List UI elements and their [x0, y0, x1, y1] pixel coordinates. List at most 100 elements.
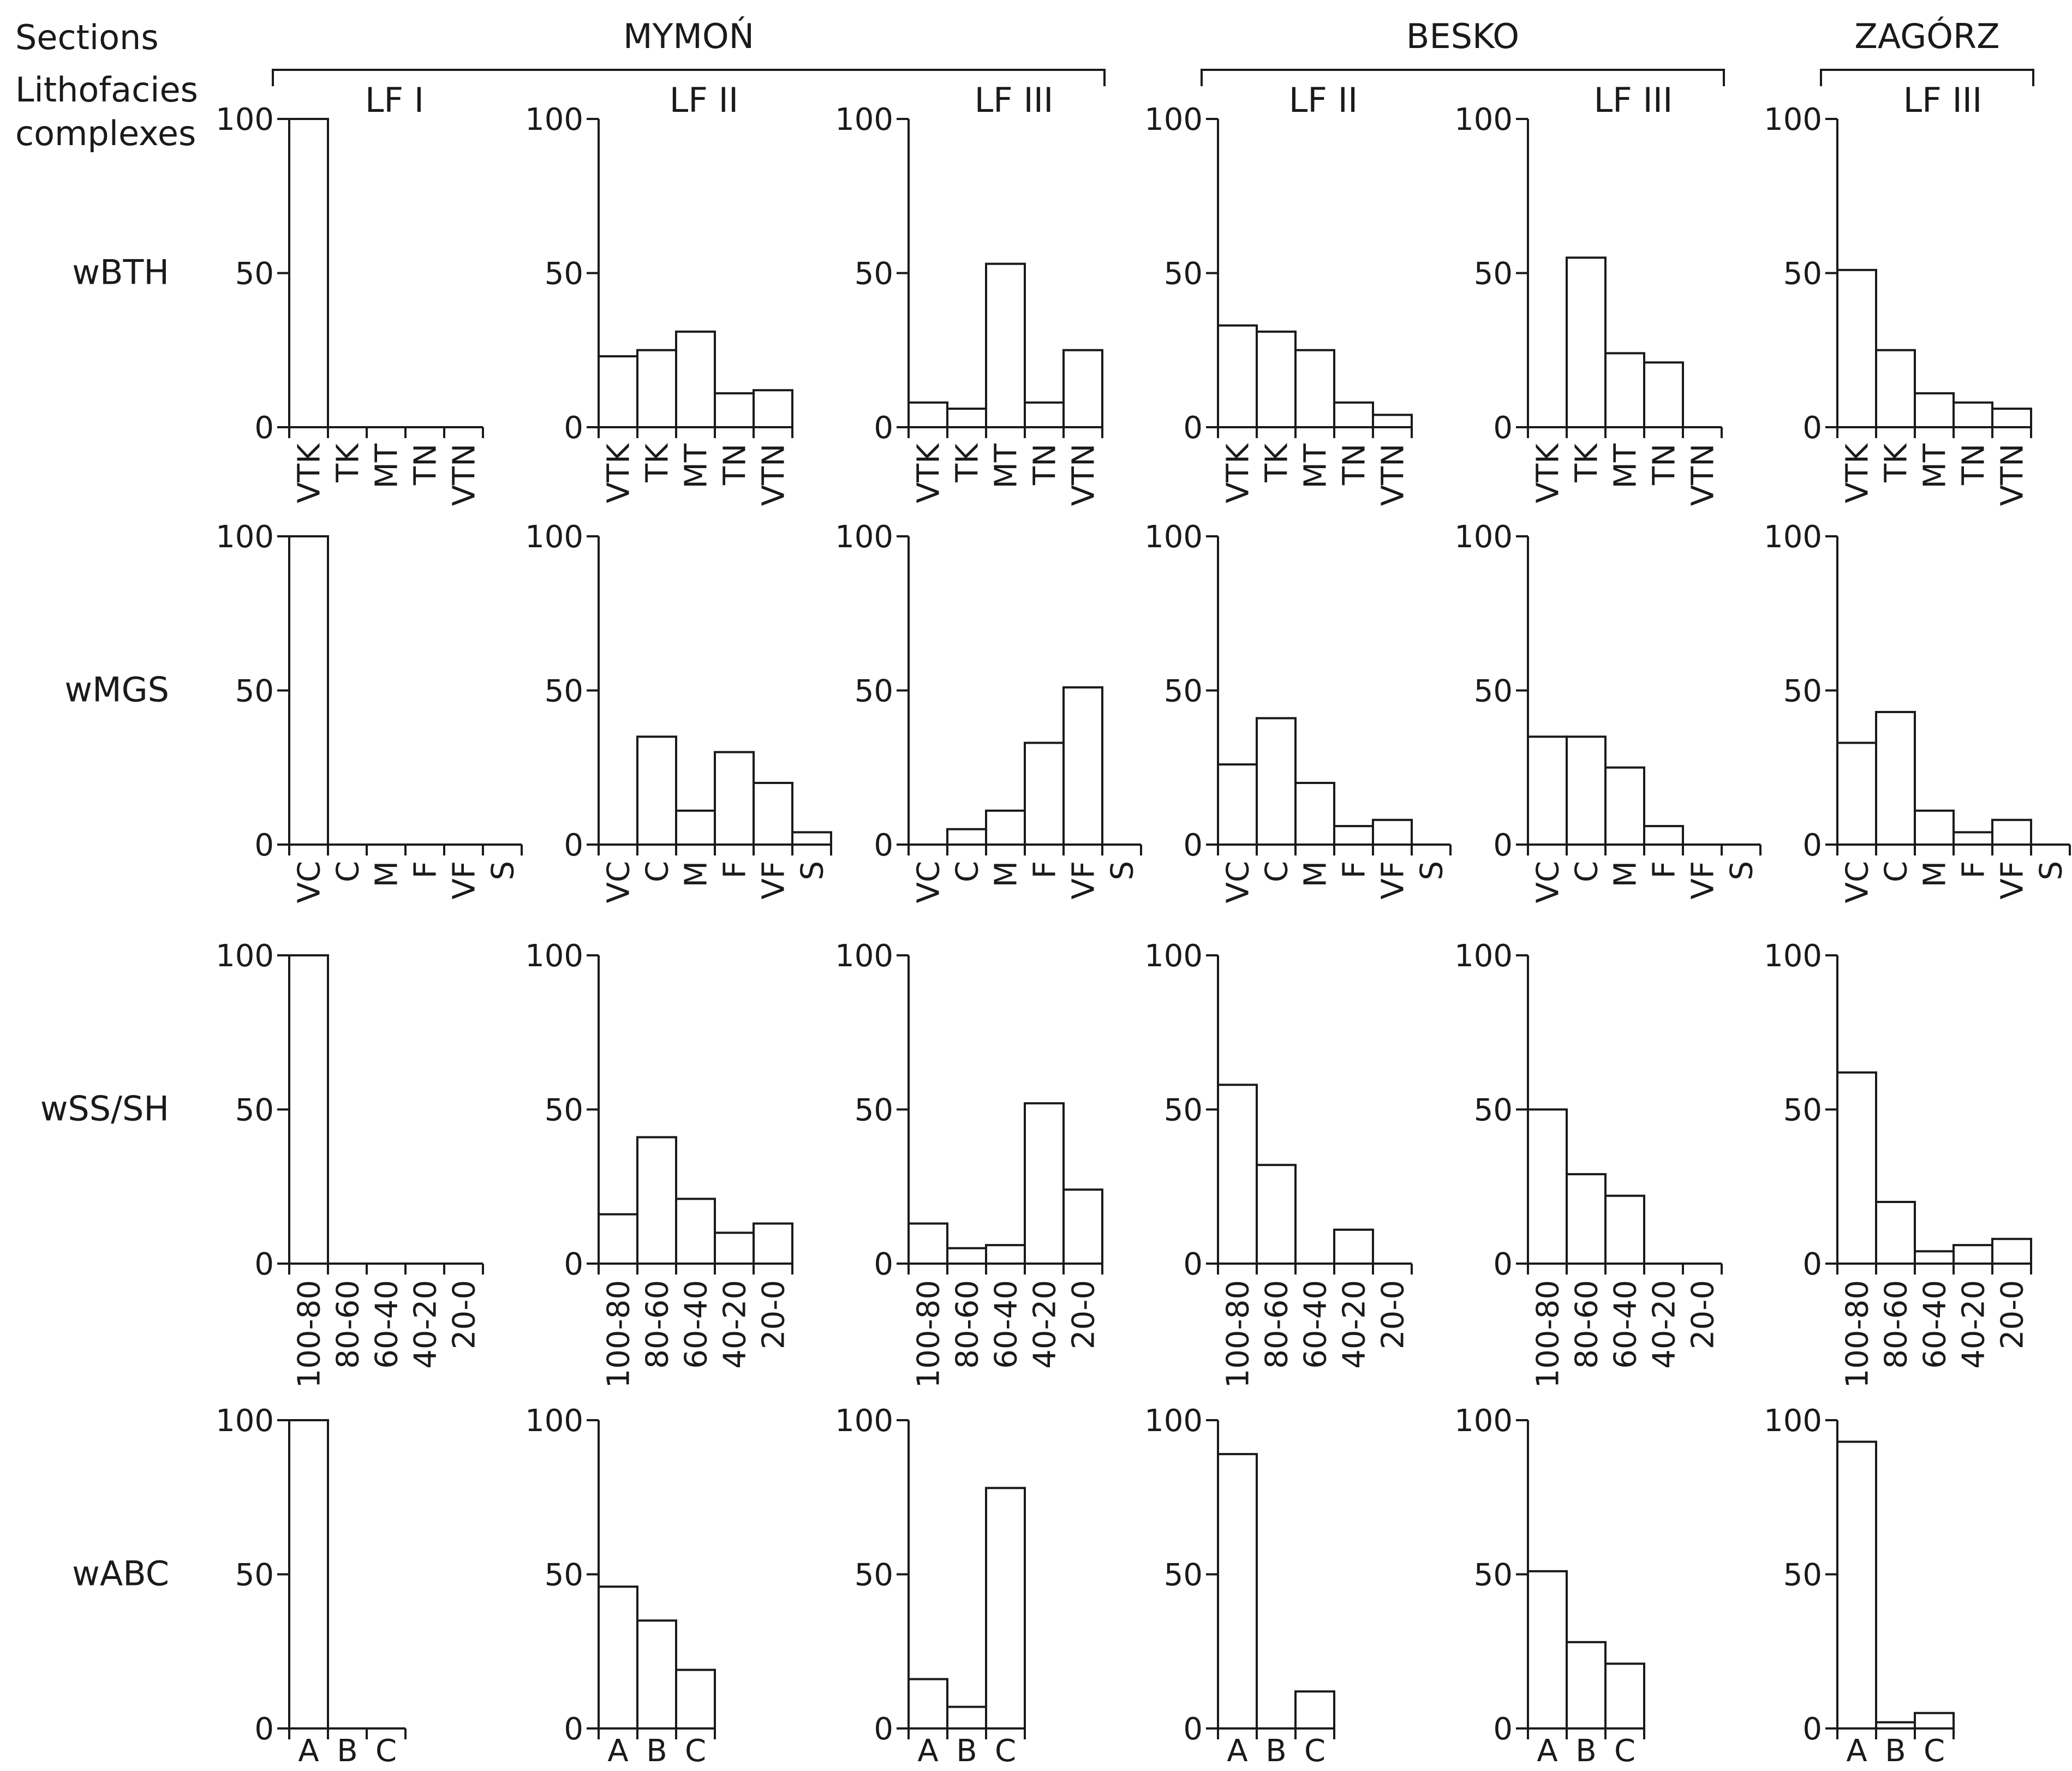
bar-tn: [1643, 361, 1684, 428]
y-tick-label: 50: [1474, 256, 1513, 292]
category-label-a: A: [917, 1733, 938, 1769]
y-tick-label: 50: [235, 256, 274, 292]
category-label-mt: MT: [679, 443, 714, 488]
y-tick-label: 100: [1764, 102, 1822, 137]
bar-s: [791, 831, 832, 846]
panel-wss-sh-mymo-lf-i: 0 50 100 100-80 80-60 60-40 40-20 20-0: [216, 938, 484, 1388]
y-tick-label: 0: [874, 1712, 893, 1747]
category-label-40-20: 40-20: [1028, 1280, 1063, 1369]
complex-label-lf-ii: LF II: [670, 80, 738, 120]
y-tick-label: 0: [254, 1712, 274, 1747]
category-label-s: S: [486, 861, 521, 881]
y-tick-label: 50: [1474, 1558, 1513, 1593]
category-label-40-20: 40-20: [408, 1280, 444, 1369]
row-labels: wBTH wMGS wSS/SH wABC: [40, 253, 169, 1594]
category-label-f: F: [1647, 861, 1682, 878]
bar-c: [985, 1487, 1026, 1730]
panel-wss-sh-besko-lf-ii: 0 50 100 100-80 80-60 60-40 40-20 20-0: [1144, 938, 1413, 1388]
bar-20-0: [1062, 1188, 1103, 1265]
category-label-s: S: [1724, 861, 1760, 881]
category-label-100-80: 100-80: [601, 1280, 637, 1388]
bar-m: [1294, 782, 1335, 846]
panel-wabc-zag-rz-lf-iii: 0 50 100 A B C: [1764, 1403, 1955, 1769]
category-label-tn: TN: [718, 444, 753, 486]
category-label-vtk: VTK: [601, 443, 637, 504]
category-label-c: C: [1259, 861, 1295, 882]
category-label-mt: MT: [1918, 443, 1953, 488]
section-name: BESKO: [1406, 16, 1519, 56]
bar-60-40: [1604, 1194, 1645, 1265]
category-label-80-60: 80-60: [331, 1280, 366, 1369]
category-label-a: A: [1846, 1733, 1867, 1769]
y-tick-label: 50: [235, 1093, 274, 1128]
category-label-c: C: [995, 1733, 1016, 1769]
bar-m: [985, 809, 1026, 846]
category-label-b: B: [1265, 1733, 1286, 1769]
y-tick-label: 0: [1802, 1712, 1822, 1747]
category-label-vf: VF: [1686, 861, 1721, 900]
bar-80-60: [1256, 1164, 1297, 1265]
category-label-100-80: 100-80: [911, 1280, 947, 1388]
y-tick-label: 50: [545, 674, 583, 709]
panel-wabc-mymo-lf-ii: 0 50 100 A B C: [525, 1403, 716, 1769]
category-label-mt: MT: [369, 443, 405, 488]
category-label-vc: VC: [911, 861, 947, 903]
category-label-b: B: [1885, 1733, 1906, 1769]
complex-label-lf-iii: LF III: [1594, 80, 1673, 120]
y-tick-label: 100: [216, 938, 274, 974]
category-label-60-40: 60-40: [989, 1280, 1024, 1369]
bar-mt: [1294, 349, 1335, 428]
category-label-mt: MT: [1608, 443, 1644, 488]
panel-wabc-besko-lf-ii: 0 50 100 A B C: [1144, 1403, 1335, 1769]
y-tick-label: 100: [1764, 938, 1822, 974]
category-label-tn: TN: [1647, 444, 1682, 486]
y-tick-label: 50: [1474, 674, 1513, 709]
category-label-tn: TN: [408, 444, 444, 486]
category-label-mt: MT: [1298, 443, 1334, 488]
bar-vf: [1062, 686, 1103, 846]
y-tick-label: 50: [1783, 256, 1822, 292]
bar-c: [1875, 711, 1916, 846]
panel-wss-sh-mymo-lf-iii: 0 50 100 100-80 80-60 60-40 40-20 20-0: [835, 938, 1103, 1388]
panel-wmgs-zag-rz-lf-iii: 0 50 100 VC C M F VF S: [1764, 519, 2071, 903]
category-label-100-80: 100-80: [1221, 1280, 1256, 1388]
bar-c: [636, 735, 677, 846]
panel-wbth-mymo-lf-i: 0 50 100 VTK TK MT TN VTN: [216, 102, 484, 506]
bar-vtn: [1372, 414, 1413, 429]
y-tick-label: 0: [1493, 410, 1513, 446]
y-tick-label: 0: [1493, 1712, 1513, 1747]
y-tick-label: 100: [1454, 938, 1513, 974]
bar-40-20: [1952, 1244, 1993, 1265]
y-tick-label: 50: [1164, 1093, 1203, 1128]
bar-c: [946, 828, 987, 846]
bar-60-40: [675, 1198, 716, 1265]
panel-wbth-mymo-lf-ii: 0 50 100 VTK TK MT TN VTN: [525, 102, 793, 506]
y-tick-label: 50: [855, 1093, 893, 1128]
category-label-vtn: VTN: [447, 444, 482, 506]
complex-label-lf-ii: LF II: [1289, 80, 1358, 120]
category-label-c: C: [1879, 861, 1914, 882]
bar-vf: [753, 782, 793, 846]
category-label-b: B: [646, 1733, 667, 1769]
y-tick-label: 0: [564, 828, 583, 863]
bar-vtn: [1062, 349, 1103, 428]
y-tick-label: 50: [1783, 1093, 1822, 1128]
panel-wss-sh-besko-lf-iii: 0 50 100 100-80 80-60 60-40 40-20 20-0: [1454, 938, 1723, 1388]
category-label-m: M: [989, 861, 1024, 887]
category-label-20-0: 20-0: [1995, 1280, 2031, 1349]
y-tick-label: 0: [564, 1712, 583, 1747]
bar-80-60: [1566, 1173, 1607, 1265]
bar-f: [1643, 825, 1684, 846]
panel-wbth-zag-rz-lf-iii: 0 50 100 VTK TK MT TN VTN: [1764, 102, 2032, 506]
y-tick-label: 100: [1764, 519, 1822, 555]
y-tick-label: 100: [216, 519, 274, 555]
bar-a: [288, 1419, 329, 1730]
panel-wmgs-mymo-lf-i: 0 50 100 VC C M F VF S: [216, 519, 523, 903]
bar-vtk: [1836, 268, 1877, 428]
bar-mt: [675, 330, 716, 428]
y-tick-label: 100: [525, 519, 583, 555]
y-tick-label: 0: [564, 1247, 583, 1282]
bar-mt: [1604, 352, 1645, 429]
complex-label-lf-i: LF I: [365, 80, 424, 120]
bar-80-60: [636, 1136, 677, 1265]
